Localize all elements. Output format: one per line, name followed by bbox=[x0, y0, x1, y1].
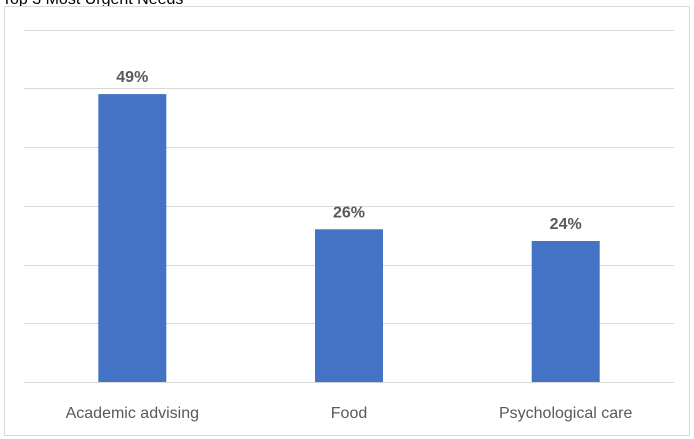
bars bbox=[98, 94, 600, 383]
bar-value-label: 26% bbox=[333, 204, 365, 221]
bar bbox=[98, 94, 167, 382]
bar-value-label: 24% bbox=[550, 216, 582, 233]
bar bbox=[315, 229, 383, 383]
category-label: Psychological care bbox=[499, 405, 633, 422]
category-label: Food bbox=[331, 405, 367, 422]
bar bbox=[531, 241, 600, 382]
bar-value-label: 49% bbox=[116, 69, 148, 86]
category-labels: Academic advising Food Psychological care bbox=[66, 405, 633, 422]
category-label: Academic advising bbox=[66, 405, 199, 422]
chart-title: Top 3 Most Urgent Needs bbox=[2, 0, 183, 9]
data-labels: 49% 26% 24% bbox=[116, 69, 581, 233]
